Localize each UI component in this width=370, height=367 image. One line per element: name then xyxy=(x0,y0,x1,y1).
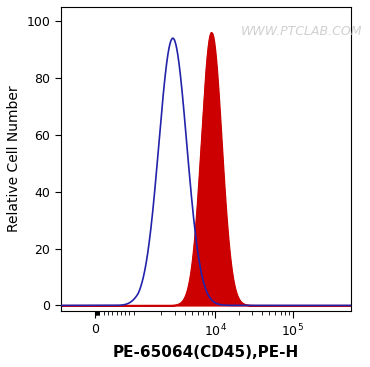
X-axis label: PE-65064(CD45),PE-H: PE-65064(CD45),PE-H xyxy=(112,345,299,360)
Text: WWW.PTCLAB.COM: WWW.PTCLAB.COM xyxy=(240,25,362,38)
Y-axis label: Relative Cell Number: Relative Cell Number xyxy=(7,86,21,232)
